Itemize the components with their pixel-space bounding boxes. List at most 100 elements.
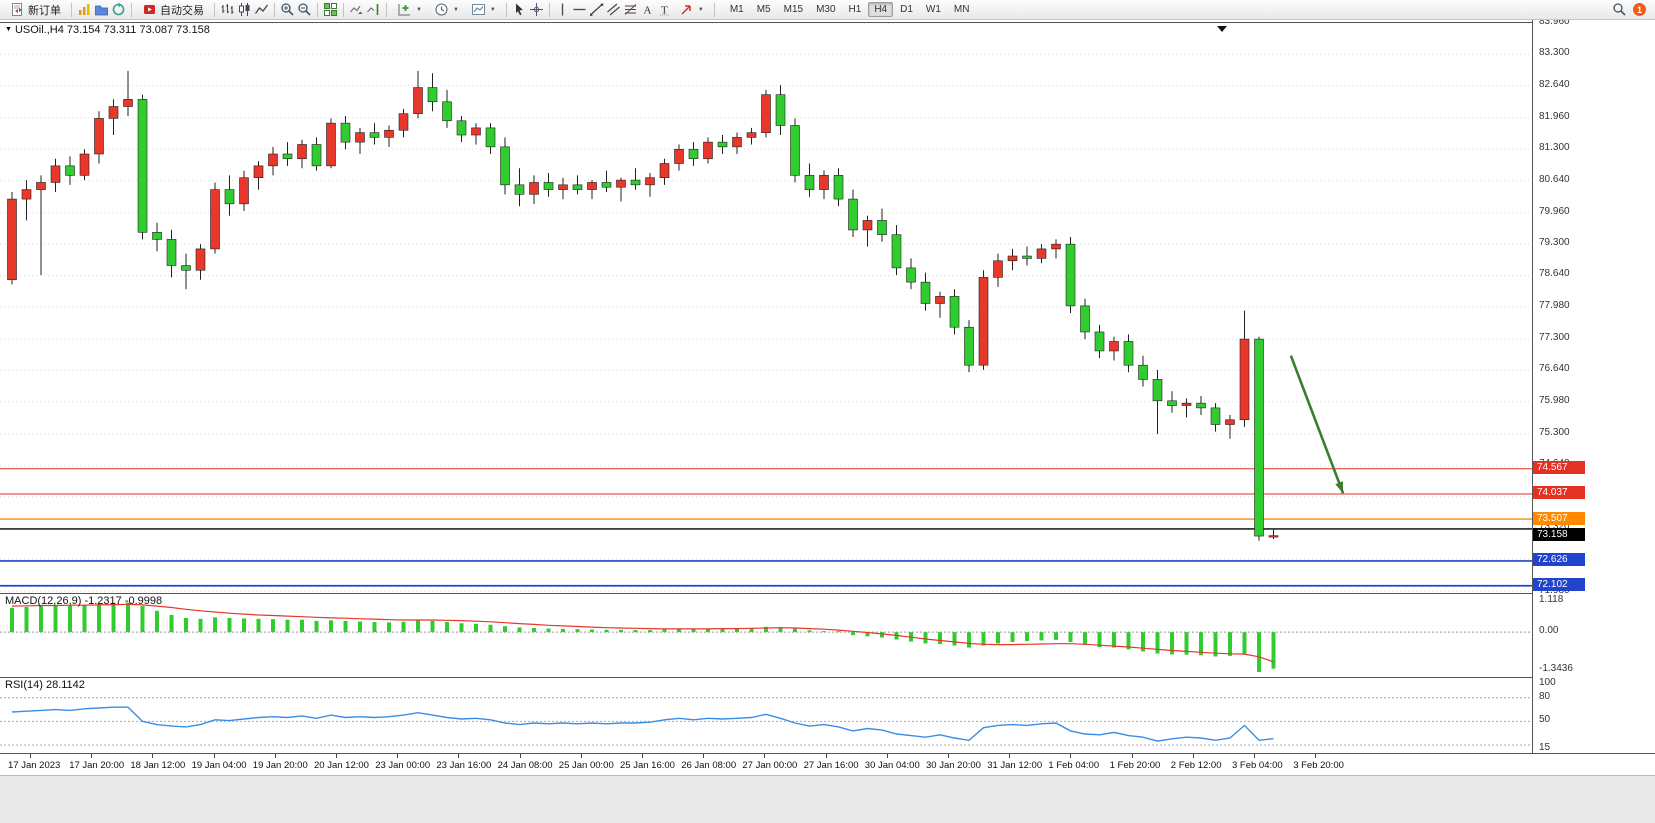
label-tool-icon[interactable]: T	[657, 2, 672, 17]
time-axis-tick	[764, 754, 766, 758]
crosshair-icon[interactable]	[529, 2, 544, 17]
time-axis-label: 3 Feb 04:00	[1232, 760, 1283, 771]
candle-body	[7, 198, 17, 281]
macd-label: MACD(12,26,9) -1.2317 -0.9998	[5, 595, 163, 607]
vertical-line-tool-icon[interactable]	[555, 2, 570, 17]
trend-arrow-annotation[interactable]	[1289, 355, 1345, 494]
time-axis[interactable]: 17 Jan 2023 17 Jan 20:00 18 Jan 12:00 19 Ja…	[0, 753, 1655, 775]
indicators-button[interactable]: ▼	[392, 0, 427, 19]
price-axis-label: 83.300	[1539, 47, 1570, 59]
rsi-axis-label: 50	[1539, 714, 1551, 726]
candle-body	[558, 184, 568, 190]
fibonacci-tool-icon[interactable]	[623, 2, 638, 17]
time-axis-tick	[1192, 754, 1194, 758]
zoom-out-icon[interactable]	[297, 2, 312, 17]
timeframe-M5[interactable]: M5	[756, 4, 771, 15]
rsi-chart[interactable]	[0, 678, 1532, 753]
macd-chart[interactable]	[0, 594, 1532, 677]
candle-body	[355, 132, 365, 143]
time-axis-tick	[703, 754, 705, 758]
candle-body	[674, 148, 684, 164]
timeframe-M15[interactable]: M15	[783, 4, 804, 15]
timeframe-W1[interactable]: W1	[925, 4, 941, 15]
text-tool-icon[interactable]: A	[640, 2, 655, 17]
cursor-icon[interactable]	[512, 2, 527, 17]
bar-chart-type-icon[interactable]	[220, 2, 235, 17]
arrow-tool-icon	[679, 2, 694, 17]
candle-body	[1181, 402, 1192, 406]
channel-tool-icon[interactable]	[606, 2, 621, 17]
new-chart-icon[interactable]	[77, 2, 92, 17]
timeframe-H4[interactable]: H4	[868, 2, 894, 17]
candle-body	[224, 189, 235, 205]
candle-body	[746, 132, 757, 138]
candle-body	[427, 87, 438, 103]
time-axis-label: 20 Jan 12:00	[314, 760, 369, 771]
price-axis-label: 75.980	[1539, 394, 1570, 406]
price-axis-label: 82.640	[1539, 78, 1570, 90]
ohlc-text: USOil.,H4 73.154 73.311 73.087 73.158	[14, 24, 210, 36]
periods-button[interactable]: ▼	[429, 0, 464, 19]
price-badge: 73.507	[1533, 511, 1585, 525]
trendline-tool-icon[interactable]	[589, 2, 604, 17]
candle-body	[1007, 255, 1018, 262]
tile-windows-icon[interactable]	[323, 2, 338, 17]
timeframe-group: M1 M5 M15 M30 H1 H4 D1 W1 MN	[724, 2, 976, 17]
price-badge: 72.626	[1533, 553, 1585, 567]
candle-body	[311, 144, 322, 167]
candlestick-chart[interactable]	[0, 23, 1532, 593]
candle-body	[94, 118, 104, 155]
candle-body	[645, 177, 655, 186]
macd-signal-line	[11, 603, 1274, 663]
chart-shift-marker[interactable]	[1217, 26, 1227, 32]
new-order-button[interactable]: 新订单	[5, 0, 66, 20]
profiles-icon[interactable]	[94, 2, 109, 17]
line-chart-type-icon[interactable]	[254, 2, 269, 17]
rsi-indicator-pane[interactable]: RSI(14) 28.1142	[0, 677, 1532, 753]
main-toolbar: 新订单 自动交易	[0, 0, 1655, 20]
auto-scroll-icon[interactable]	[349, 2, 364, 17]
timeframe-MN[interactable]: MN	[953, 4, 970, 15]
toolbar-separator	[274, 2, 275, 17]
candle-body	[384, 129, 394, 138]
price-scale-axis[interactable]: 83.960 83.300 82.640 81.960 81.300 80.640 79.9…	[1532, 16, 1655, 753]
timeframe-H1[interactable]: H1	[848, 4, 862, 15]
candle-body	[108, 106, 119, 119]
candle-body	[935, 296, 945, 304]
timeframe-D1[interactable]: D1	[900, 4, 913, 15]
zoom-in-icon[interactable]	[280, 2, 295, 17]
candle-body	[181, 265, 191, 271]
time-axis-tick	[397, 754, 399, 758]
templates-button[interactable]: ▼	[466, 0, 501, 19]
data-window-icon[interactable]	[111, 2, 126, 17]
time-axis-label: 30 Jan 04:00	[864, 760, 920, 771]
timeframe-M1[interactable]: M1	[729, 4, 744, 15]
rsi-line	[11, 706, 1274, 742]
arrows-tool-button[interactable]: ▼	[674, 0, 709, 19]
price-axis-label: 78.640	[1539, 268, 1570, 280]
svg-text:T: T	[661, 5, 668, 17]
horizontal-line-tool-icon[interactable]	[572, 2, 587, 17]
candle-body	[442, 101, 452, 122]
price-chart-pane[interactable]: ▼ USOil.,H4 73.154 73.311 73.087 73.158	[0, 22, 1532, 593]
autotrading-button[interactable]: 自动交易	[137, 0, 209, 20]
autotrading-label: 自动交易	[160, 4, 204, 17]
candle-body	[761, 94, 771, 133]
time-axis-label: 23 Jan 00:00	[375, 760, 431, 771]
time-axis-label: 27 Jan 00:00	[742, 760, 798, 771]
chart-shift-icon[interactable]	[366, 2, 381, 17]
timeframe-M30[interactable]: M30	[816, 4, 836, 15]
search-icon[interactable]	[1612, 2, 1627, 17]
candlestick-type-icon[interactable]	[237, 2, 252, 17]
symbol-menu-arrow-icon[interactable]: ▼	[5, 26, 12, 33]
time-axis-tick	[1254, 754, 1255, 758]
candle-body	[471, 127, 481, 136]
time-axis-label: 3 Feb 20:00	[1293, 760, 1344, 771]
rsi-label: RSI(14) 28.1142	[5, 679, 85, 691]
price-axis-label: 79.300	[1539, 237, 1570, 249]
candle-body	[1138, 364, 1148, 380]
notification-badge[interactable]: 1	[1633, 3, 1646, 16]
candle-body	[587, 182, 597, 190]
candle-body	[65, 165, 75, 176]
macd-indicator-pane[interactable]: MACD(12,26,9) -1.2317 -0.9998	[0, 593, 1532, 677]
